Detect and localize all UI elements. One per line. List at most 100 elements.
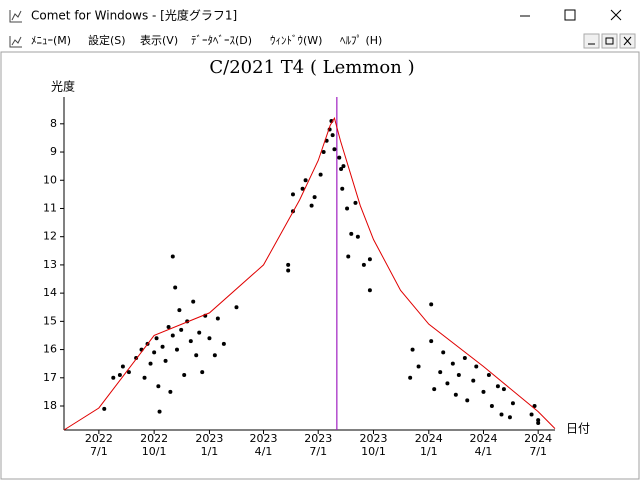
x-tick-label: 2024: [524, 432, 552, 445]
mdi-restore[interactable]: [601, 33, 618, 49]
data-point: [536, 420, 541, 425]
y-tick-label: 12: [43, 230, 57, 243]
data-point: [536, 418, 541, 423]
y-tick-label: 18: [43, 399, 57, 412]
menu-item[interactable]: ﾍﾙﾌﾟ (H): [340, 34, 382, 47]
doc-icon: [9, 36, 22, 48]
data-point: [445, 381, 450, 386]
y-tick-label: 10: [43, 173, 57, 186]
data-point: [177, 308, 182, 313]
data-point: [441, 350, 446, 355]
mdi-buttons[interactable]: [583, 33, 636, 49]
x-tick-label: 2022: [85, 432, 113, 445]
data-point: [312, 195, 317, 200]
data-point: [345, 206, 350, 211]
data-point: [212, 353, 217, 358]
data-point: [309, 203, 314, 208]
data-point: [234, 305, 239, 310]
plot: 8910111213141516171820227/1202210/120231…: [43, 97, 556, 458]
data-point: [332, 147, 337, 152]
data-point: [194, 353, 199, 358]
data-point: [157, 409, 162, 414]
data-point: [142, 375, 147, 380]
data-point: [507, 415, 512, 420]
data-point: [117, 372, 122, 377]
mdi-glyphs: [588, 36, 632, 46]
data-point: [173, 285, 178, 290]
x-tick-label: 2023: [250, 432, 278, 445]
data-point: [330, 133, 335, 138]
data-point: [179, 327, 184, 332]
menu-item[interactable]: ｳｨﾝﾄﾞｳ(W): [270, 34, 322, 47]
data-point: [532, 404, 537, 409]
x-tick-label: 2024: [469, 432, 497, 445]
menu-bar: ﾒﾆｭｰ(M) 設定(S) 表示(V) ﾃﾞｰﾀﾍﾞｰｽ(D) ｳｨﾝﾄﾞｳ(W) ﾍﾙﾌ…: [9, 33, 382, 48]
chart-title: C/2021 T4 ( Lemmon ): [209, 57, 414, 78]
menu-item[interactable]: 表示(V): [140, 33, 178, 47]
data-point: [174, 347, 179, 352]
data-point: [182, 372, 187, 377]
mdi-minimize[interactable]: [583, 33, 600, 49]
data-point: [200, 370, 205, 375]
data-point: [349, 231, 354, 236]
data-point: [355, 234, 360, 239]
x-tick-label: 2023: [304, 432, 332, 445]
data-point: [163, 358, 168, 363]
y-tick-label: 13: [43, 258, 57, 271]
data-point: [429, 339, 434, 344]
data-point: [286, 262, 291, 267]
x-tick-label: 2024: [415, 432, 443, 445]
data-point: [197, 330, 202, 335]
data-point: [367, 288, 372, 293]
data-point: [408, 375, 413, 380]
data-point: [290, 192, 295, 197]
data-point: [489, 404, 494, 409]
data-point: [337, 155, 342, 160]
data-point: [367, 257, 372, 262]
y-tick-label: 8: [50, 117, 57, 130]
data-point: [168, 389, 173, 394]
data-point: [148, 361, 153, 366]
data-point: [501, 387, 506, 392]
data-point: [438, 370, 443, 375]
data-point: [474, 364, 479, 369]
data-point: [429, 302, 434, 307]
menu-item[interactable]: 設定(S): [88, 33, 126, 47]
model-curve: [63, 116, 556, 431]
y-tick-label: 9: [50, 145, 57, 158]
menu-item[interactable]: ﾃﾞｰﾀﾍﾞｰｽ(D): [191, 34, 252, 47]
maximize-button[interactable]: [564, 9, 576, 21]
x-tick-label: 10/1: [361, 445, 386, 458]
data-point: [495, 384, 500, 389]
app-icon: [9, 10, 22, 23]
data-point: [303, 178, 308, 183]
data-point: [166, 324, 171, 329]
data-point: [339, 166, 344, 171]
data-point: [499, 412, 504, 417]
data-point: [154, 336, 159, 341]
x-tick-label: 4/1: [255, 445, 273, 458]
data-point: [152, 350, 157, 355]
chart-frame: [0, 51, 640, 480]
close-button[interactable]: [610, 9, 622, 21]
x-tick-label: 1/1: [201, 445, 219, 458]
data-point: [361, 262, 366, 267]
data-point: [529, 412, 534, 417]
x-tick-label: 4/1: [475, 445, 493, 458]
data-point: [215, 316, 220, 321]
data-point: [300, 186, 305, 191]
data-point: [456, 372, 461, 377]
data-point: [120, 364, 125, 369]
data-point: [462, 356, 467, 361]
y-tick-label: 17: [43, 371, 57, 384]
data-point: [341, 164, 346, 169]
menu-item[interactable]: ﾒﾆｭｰ(M): [31, 34, 71, 47]
y-tick-label: 16: [43, 343, 57, 356]
y-tick-label: 14: [43, 286, 57, 299]
data-point: [410, 347, 415, 352]
data-point: [156, 384, 161, 389]
data-point: [353, 200, 358, 205]
data-point: [416, 364, 421, 369]
data-point: [170, 254, 175, 259]
data-point: [481, 389, 486, 394]
